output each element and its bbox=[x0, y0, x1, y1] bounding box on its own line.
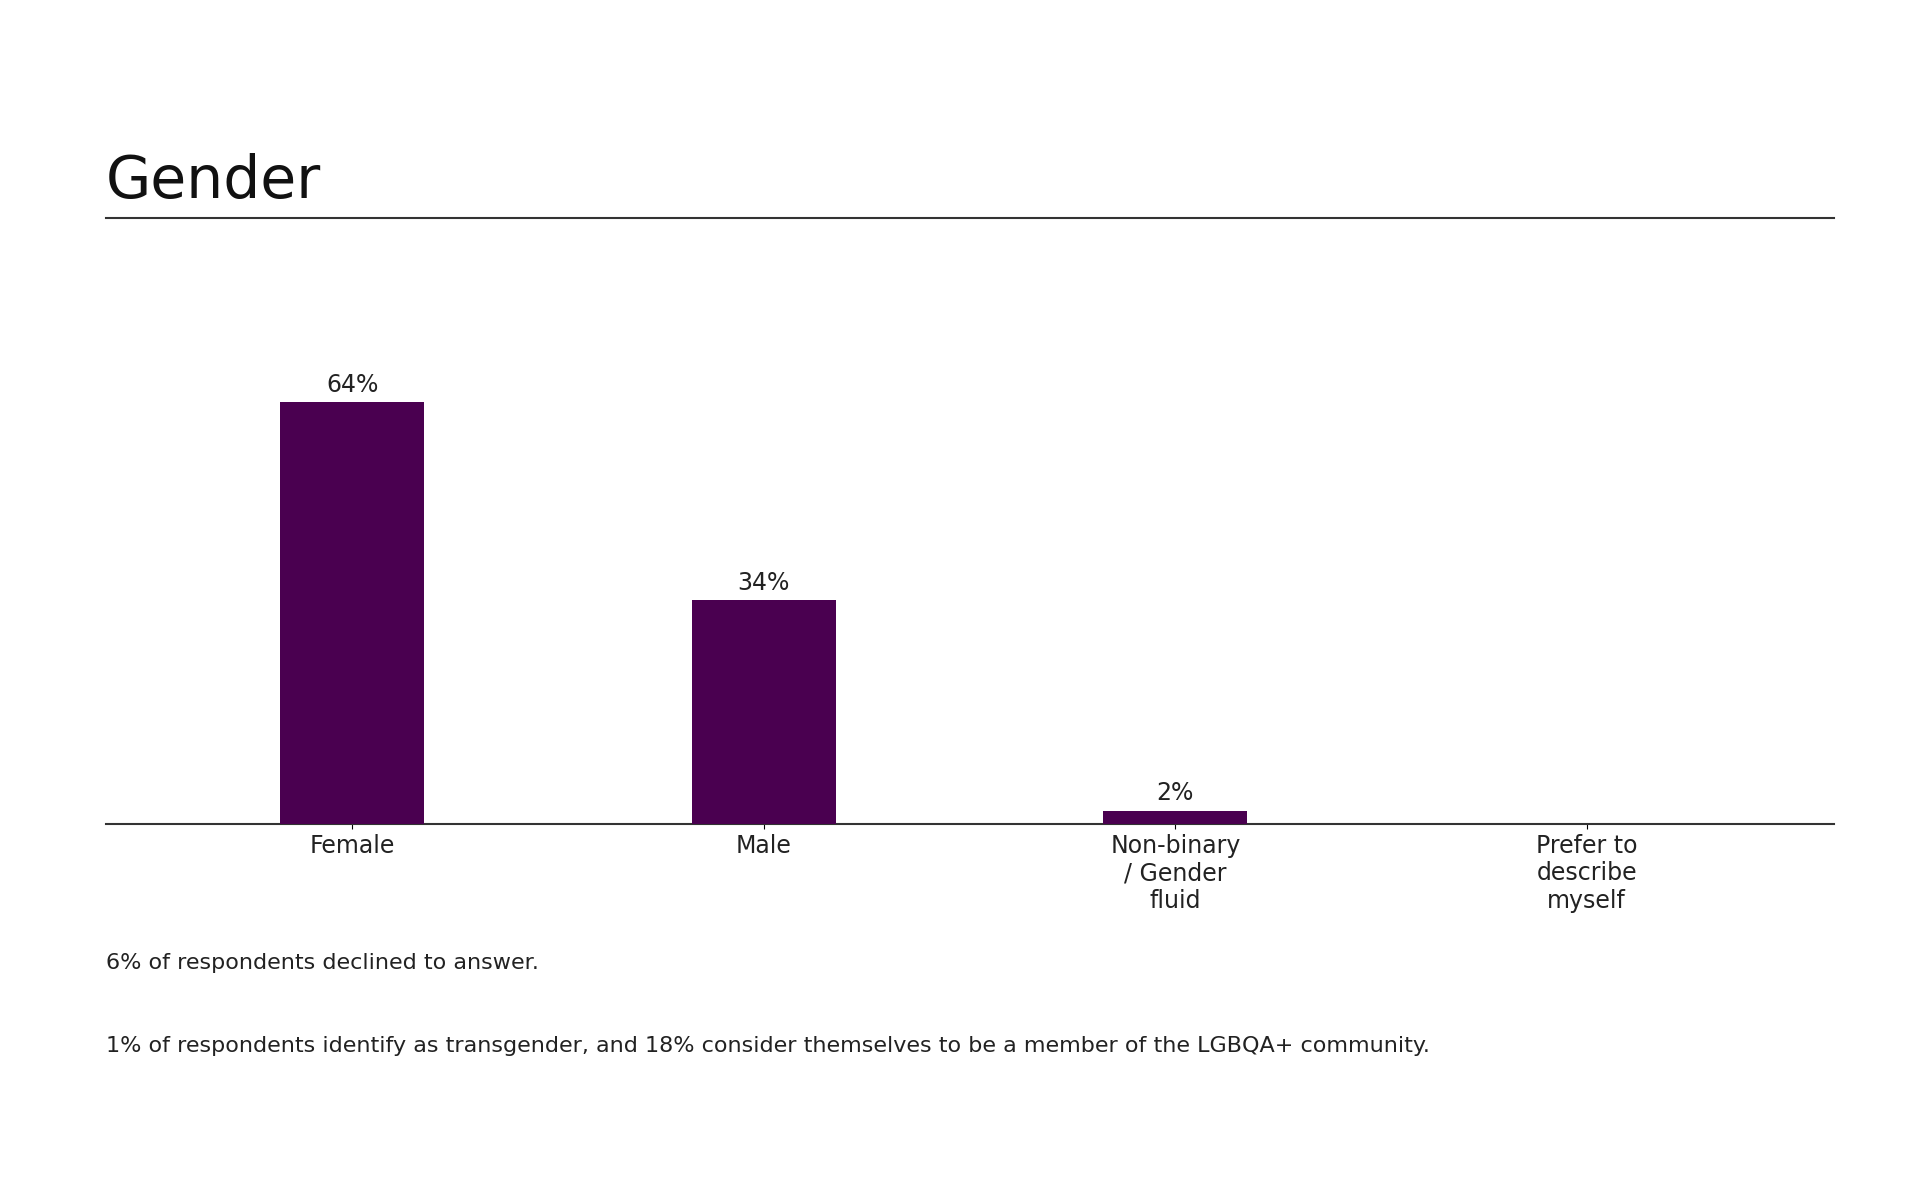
Text: 1% of respondents identify as transgender, and 18% consider themselves to be a m: 1% of respondents identify as transgende… bbox=[106, 1036, 1430, 1056]
Text: Gender: Gender bbox=[106, 153, 321, 210]
Text: 6% of respondents declined to answer.: 6% of respondents declined to answer. bbox=[106, 953, 538, 973]
Bar bbox=[280, 403, 424, 824]
Text: 2%: 2% bbox=[1156, 782, 1194, 805]
Bar bbox=[1104, 811, 1248, 824]
Bar bbox=[691, 600, 835, 824]
Text: 64%: 64% bbox=[326, 373, 378, 397]
Text: 34%: 34% bbox=[737, 571, 789, 594]
